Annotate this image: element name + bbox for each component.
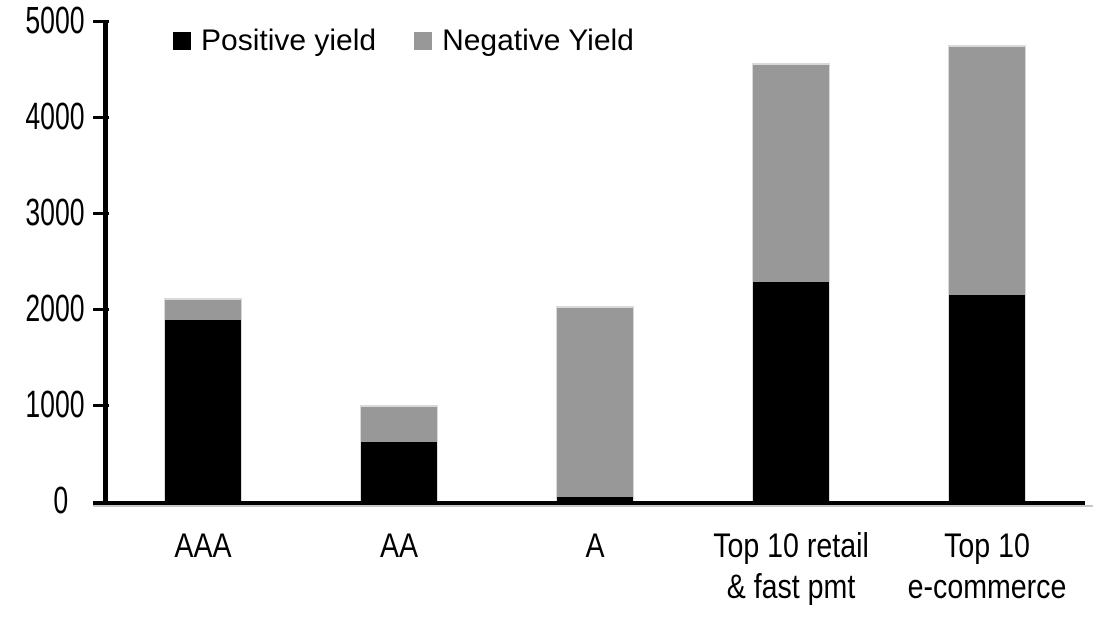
bar-segment-positive [556, 497, 634, 501]
bar-segment-positive [948, 294, 1026, 501]
x-axis-label-top-10-e-commerce: Top 10 e-commerce [907, 527, 1067, 606]
x-axis-label-aaa: AAA [174, 527, 232, 565]
bar-column-top-10-retail-fast-pmt [752, 63, 830, 501]
bar-segment-negative [360, 405, 438, 443]
bar-column-top-10-e-commerce [948, 45, 1026, 501]
y-axis-tick-3000 [93, 212, 109, 215]
bar-segment-positive [752, 282, 830, 501]
legend-label-negative-yield: Negative Yield [442, 24, 634, 57]
x-axis-label-slot: Top 10 e-commerce [889, 526, 1085, 608]
x-axis-label-slot: AA [301, 526, 497, 608]
y-tick-label-3000: 3000 [25, 192, 85, 234]
y-axis-tick-2000 [93, 308, 109, 311]
x-axis-line [93, 501, 1085, 505]
negative-yield-swatch [414, 32, 433, 50]
x-axis-label-slot: Top 10 retail & fast pmt [693, 526, 889, 608]
chart-legend: Positive yield Negative Yield [173, 24, 634, 58]
y-tick-label-2000: 2000 [25, 288, 85, 330]
x-axis-label-a: A [585, 527, 605, 565]
legend-item-positive-yield: Positive yield [173, 24, 376, 58]
bar-segment-negative [752, 63, 830, 283]
bars-container [105, 21, 1085, 501]
positive-yield-swatch [173, 32, 191, 50]
legend-label-positive-yield: Positive yield [201, 24, 377, 57]
y-tick-label-1000: 1000 [25, 384, 85, 426]
bar-column-aa [360, 405, 438, 501]
legend-item-negative-yield: Negative Yield [414, 24, 634, 58]
y-tick-label-0: 0 [53, 480, 68, 522]
bar-segment-negative [164, 297, 242, 320]
plot-area: Positive yield Negative Yield [93, 20, 1093, 507]
bar-segment-negative [556, 306, 634, 498]
y-axis-line [103, 21, 108, 507]
bar-segment-positive [164, 319, 242, 501]
bar-column-aaa [164, 297, 242, 501]
x-axis-label-top-10-retail-fast-pmt: Top 10 retail & fast pmt [713, 527, 869, 606]
x-axis-label-slot: AAA [105, 526, 301, 608]
x-axis-labels: AAA AA A Top 10 retail & fast pmt Top 10 e-com… [105, 526, 1085, 608]
x-axis-label-aa: AA [379, 527, 419, 565]
bar-column-a [556, 306, 634, 501]
y-axis-tick-4000 [93, 116, 109, 119]
x-axis-shadow-line [93, 505, 1093, 507]
y-axis-tick-5000 [93, 20, 109, 23]
y-tick-label-4000: 4000 [25, 96, 85, 138]
bar-segment-negative [948, 45, 1026, 295]
x-axis-label-slot: A [497, 526, 693, 608]
bar-segment-positive [360, 442, 438, 501]
y-tick-label-5000: 5000 [25, 0, 85, 42]
y-axis-tick-1000 [93, 404, 109, 407]
